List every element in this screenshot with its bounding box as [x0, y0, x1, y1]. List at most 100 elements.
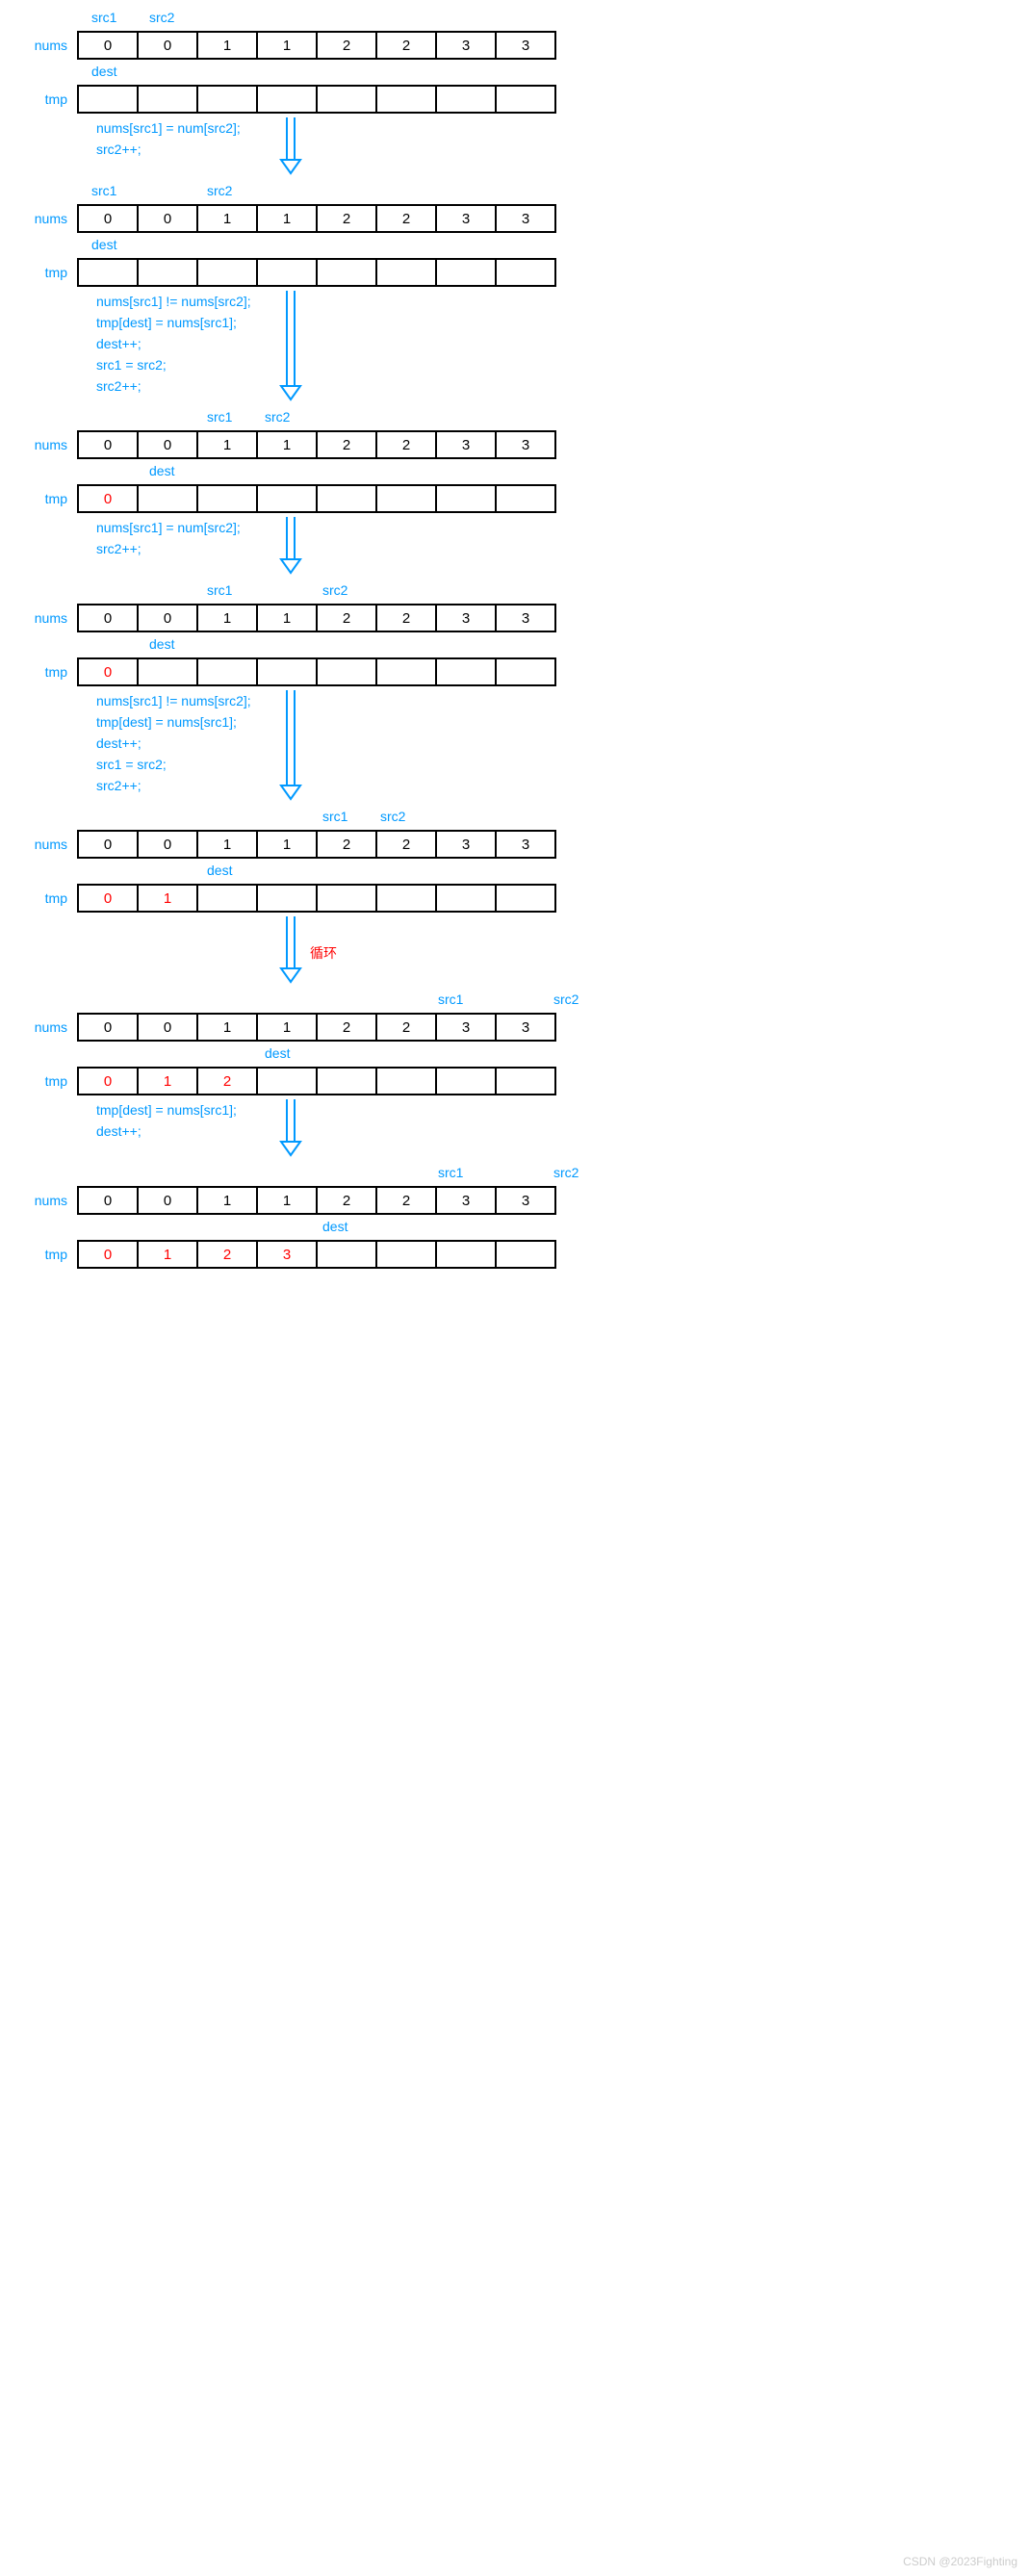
src2-pointer-label: src2 [380, 809, 405, 824]
tmp-cell [258, 87, 318, 112]
src2-pointer-label: src2 [265, 409, 290, 425]
src2-pointer-label: src2 [149, 10, 174, 25]
tmp-cell [139, 486, 198, 511]
nums-cell: 0 [79, 1015, 139, 1040]
nums-cell: 3 [497, 605, 554, 631]
tmp-array: 012 [77, 1067, 556, 1095]
tmp-cell [198, 87, 258, 112]
src2-pointer-label: src2 [553, 992, 579, 1007]
nums-cell: 2 [318, 832, 377, 857]
tmp-cell [437, 260, 497, 285]
code-block: nums[src1] = num[src2];src2++; [96, 517, 1019, 575]
tmp-cell [377, 886, 437, 911]
tmp-cell [258, 260, 318, 285]
tmp-cell: 3 [258, 1242, 318, 1267]
tmp-cell [79, 260, 139, 285]
tmp-cell [318, 1069, 377, 1094]
code-line: dest++; [96, 1121, 1019, 1142]
tmp-cell [497, 886, 554, 911]
tmp-cell: 0 [79, 659, 139, 684]
tmp-cell [377, 1069, 437, 1094]
nums-array: 00112233 [77, 1186, 556, 1215]
src1-pointer-label: src1 [438, 1165, 463, 1180]
nums-cell: 0 [79, 33, 139, 58]
tmp-cell [437, 659, 497, 684]
tmp-cell [318, 1242, 377, 1267]
nums-array: 00112233 [77, 31, 556, 60]
nums-array: 00112233 [77, 604, 556, 632]
nums-cell: 1 [258, 1188, 318, 1213]
nums-label: nums [10, 211, 77, 226]
src1-pointer-label: src1 [438, 992, 463, 1007]
dest-pointer-label: dest [207, 863, 232, 878]
nums-cell: 3 [437, 432, 497, 457]
dest-pointer-label: dest [91, 237, 116, 252]
tmp-cell [79, 87, 139, 112]
nums-label: nums [10, 38, 77, 53]
tmp-cell [497, 87, 554, 112]
nums-cell: 0 [79, 432, 139, 457]
tmp-cell [258, 486, 318, 511]
src1-pointer-label: src1 [207, 582, 232, 598]
tmp-cell [318, 886, 377, 911]
nums-cell: 3 [437, 33, 497, 58]
nums-cell: 0 [79, 1188, 139, 1213]
nums-cell: 2 [377, 832, 437, 857]
tmp-array: 0123 [77, 1240, 556, 1269]
tmp-cell [377, 87, 437, 112]
nums-cell: 0 [139, 605, 198, 631]
tmp-cell [497, 659, 554, 684]
tmp-label: tmp [10, 664, 77, 680]
nums-cell: 1 [258, 605, 318, 631]
nums-cell: 3 [497, 33, 554, 58]
nums-cell: 1 [198, 432, 258, 457]
tmp-label: tmp [10, 491, 77, 506]
nums-cell: 2 [377, 206, 437, 231]
nums-cell: 1 [258, 33, 318, 58]
tmp-cell [318, 87, 377, 112]
nums-cell: 2 [377, 1188, 437, 1213]
code-block: nums[src1] != nums[src2];tmp[dest] = num… [96, 291, 1019, 401]
tmp-cell [437, 1242, 497, 1267]
tmp-array [77, 85, 556, 114]
tmp-cell: 0 [79, 1069, 139, 1094]
nums-cell: 2 [318, 605, 377, 631]
tmp-cell [258, 659, 318, 684]
tmp-cell: 1 [139, 1242, 198, 1267]
tmp-cell: 1 [139, 886, 198, 911]
tmp-label: tmp [10, 1247, 77, 1262]
src1-pointer-label: src1 [322, 809, 347, 824]
nums-cell: 0 [79, 832, 139, 857]
tmp-cell [258, 1069, 318, 1094]
nums-cell: 1 [198, 605, 258, 631]
dest-pointer-label: dest [91, 64, 116, 79]
code-line: src1 = src2; [96, 754, 1019, 775]
nums-cell: 0 [139, 33, 198, 58]
nums-cell: 2 [377, 605, 437, 631]
code-block: nums[src1] = num[src2];src2++; [96, 117, 1019, 175]
nums-cell: 1 [258, 206, 318, 231]
nums-cell: 3 [497, 832, 554, 857]
tmp-cell: 0 [79, 1242, 139, 1267]
nums-cell: 1 [198, 1015, 258, 1040]
nums-cell: 1 [258, 432, 318, 457]
down-arrow-icon [279, 690, 302, 801]
nums-cell: 2 [318, 206, 377, 231]
tmp-cell [139, 659, 198, 684]
nums-cell: 2 [318, 1015, 377, 1040]
tmp-cell [497, 486, 554, 511]
tmp-cell [497, 1069, 554, 1094]
tmp-label: tmp [10, 265, 77, 280]
tmp-array: 0 [77, 484, 556, 513]
tmp-cell [139, 260, 198, 285]
tmp-array [77, 258, 556, 287]
code-line: tmp[dest] = nums[src1]; [96, 1099, 1019, 1121]
code-line: tmp[dest] = nums[src1]; [96, 312, 1019, 333]
tmp-cell [437, 1069, 497, 1094]
down-arrow-icon [279, 117, 302, 175]
tmp-cell [377, 1242, 437, 1267]
nums-array: 00112233 [77, 1013, 556, 1042]
nums-label: nums [10, 837, 77, 852]
nums-cell: 1 [198, 33, 258, 58]
tmp-cell [377, 659, 437, 684]
